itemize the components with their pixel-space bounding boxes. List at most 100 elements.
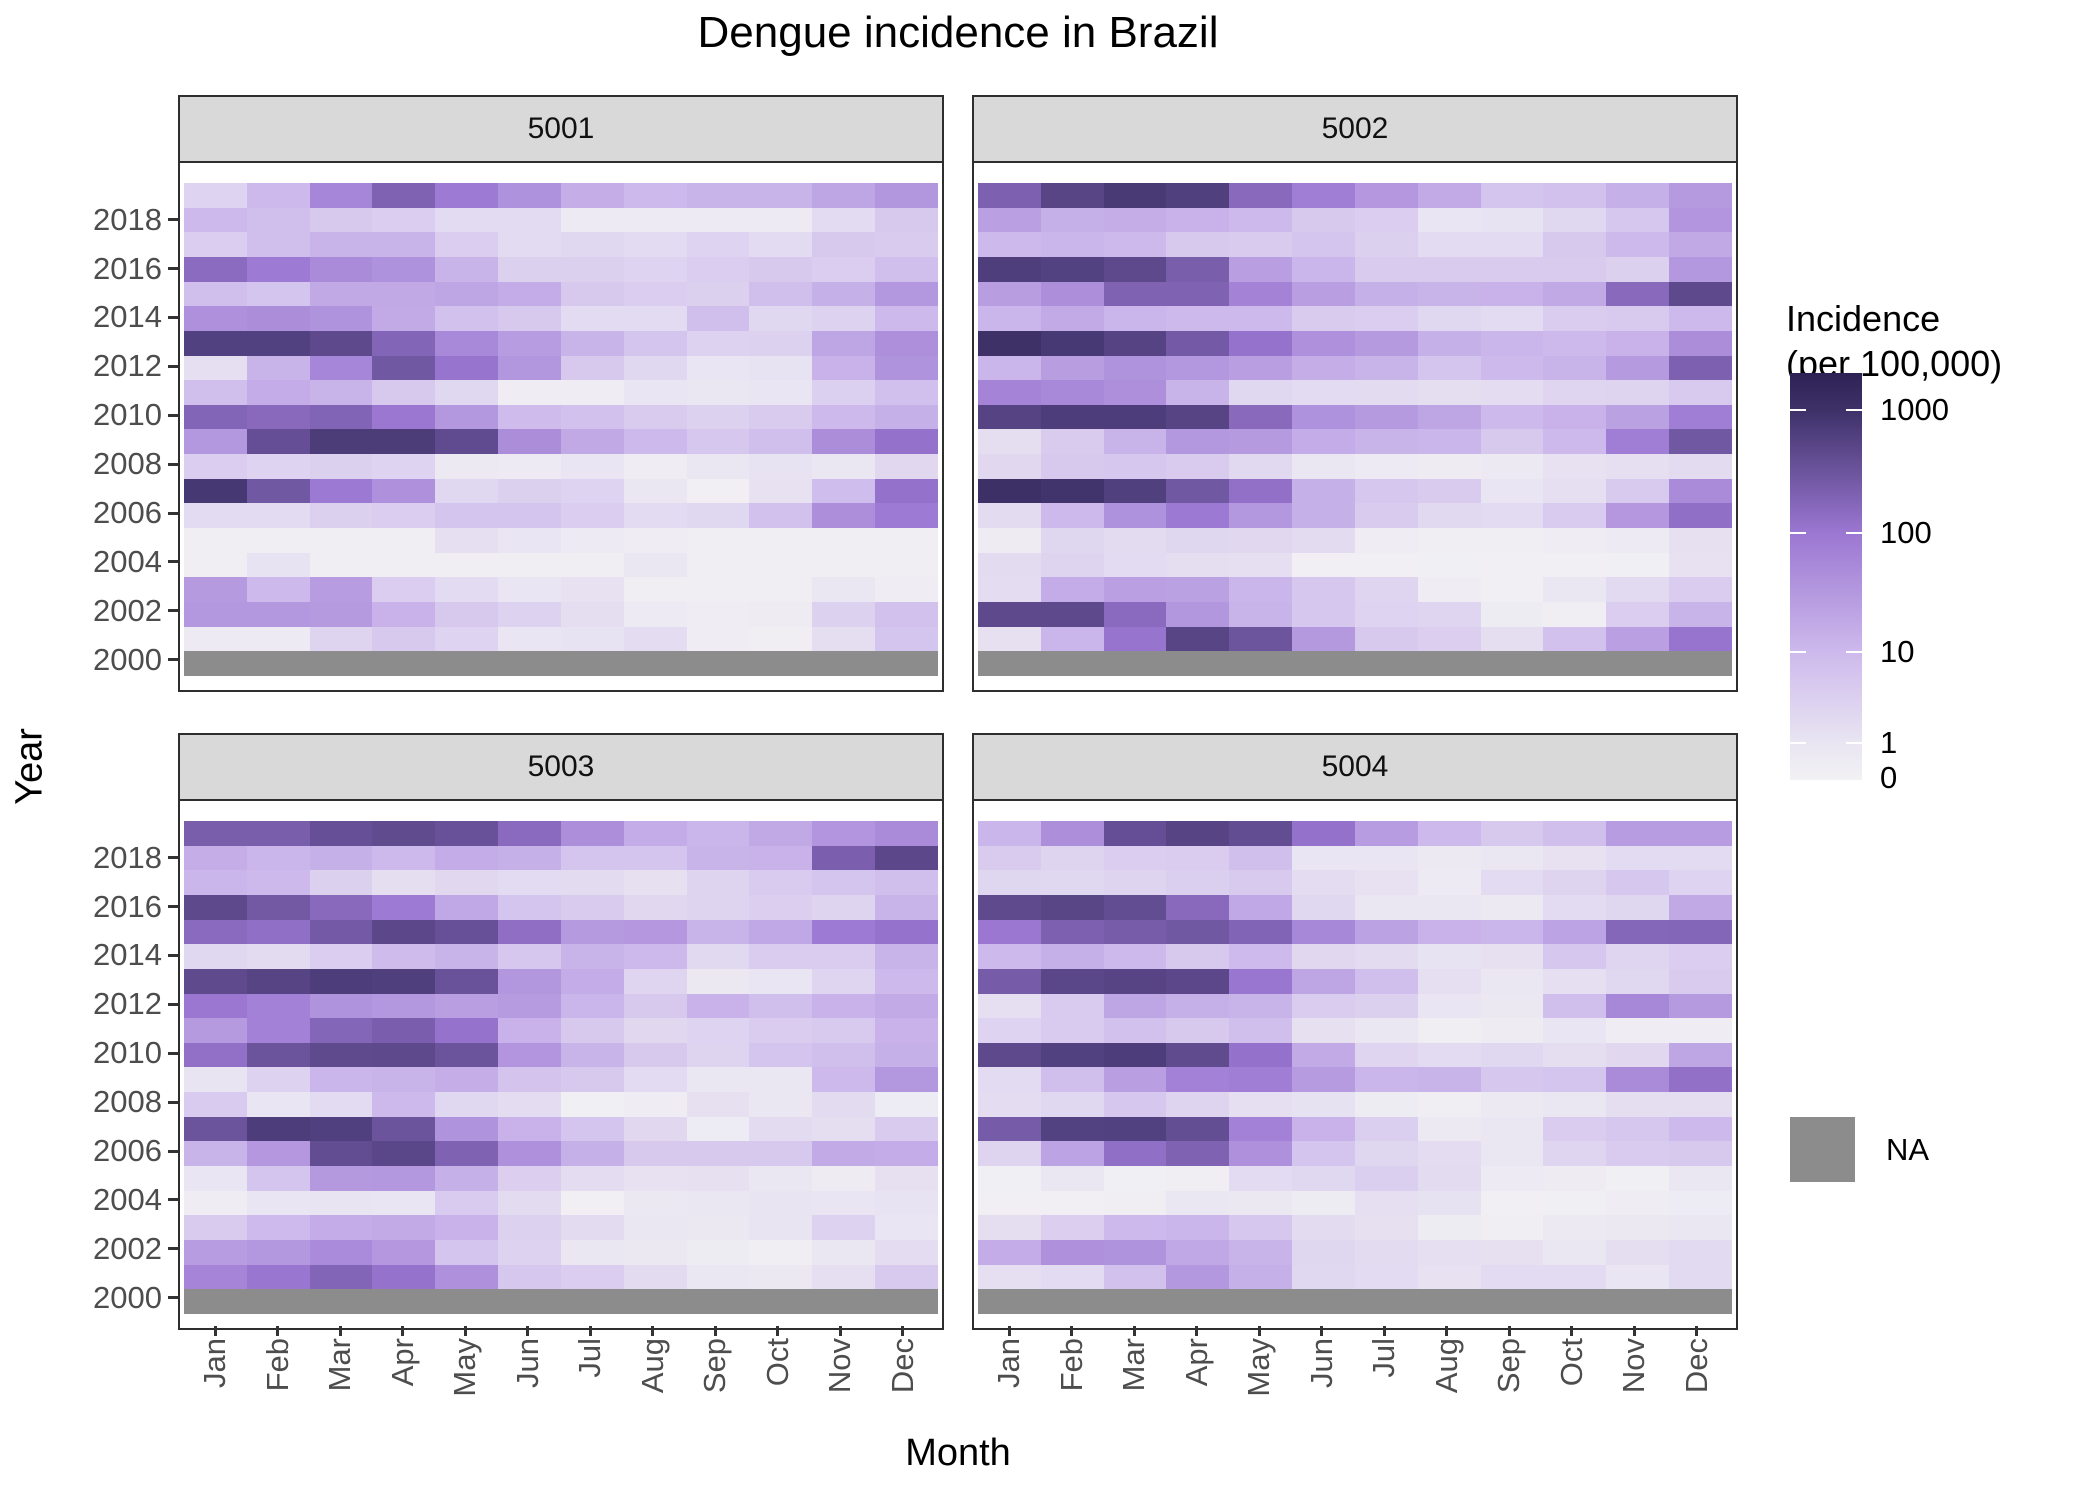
heatmap-cell bbox=[372, 1116, 436, 1142]
facet-strip-label: 5004 bbox=[1321, 750, 1389, 783]
heatmap-cell bbox=[246, 602, 310, 627]
y-axis-tick-label: 2010 bbox=[93, 1035, 162, 1071]
heatmap-cell bbox=[560, 404, 624, 430]
heatmap-cell bbox=[309, 577, 373, 603]
heatmap-cell bbox=[1543, 944, 1607, 969]
heatmap-cell bbox=[1606, 1141, 1670, 1167]
heatmap-cell bbox=[1040, 845, 1104, 871]
heatmap-cell bbox=[498, 183, 561, 208]
heatmap-cell bbox=[812, 380, 876, 405]
heatmap-cell bbox=[686, 1215, 750, 1241]
heatmap-cell bbox=[309, 256, 373, 282]
heatmap-cell bbox=[184, 306, 247, 331]
heatmap-cell bbox=[1669, 478, 1732, 504]
heatmap-cell bbox=[1292, 968, 1355, 994]
heatmap-cell bbox=[560, 355, 624, 381]
heatmap-cell bbox=[1103, 1092, 1167, 1117]
heatmap-cell bbox=[184, 870, 247, 895]
heatmap-cell bbox=[184, 1116, 247, 1142]
heatmap-cell-na bbox=[498, 651, 561, 676]
heatmap-cell bbox=[372, 870, 436, 895]
heatmap-cell bbox=[1480, 552, 1544, 578]
heatmap-cell bbox=[1543, 330, 1607, 356]
heatmap-cell bbox=[1480, 380, 1544, 405]
heatmap-cell bbox=[1480, 207, 1544, 233]
heatmap-cell bbox=[372, 232, 436, 257]
heatmap-cell bbox=[1040, 993, 1104, 1019]
heatmap-cell bbox=[372, 1190, 436, 1216]
heatmap-cell bbox=[498, 429, 561, 455]
heatmap-cell bbox=[372, 330, 436, 356]
heatmap-cell bbox=[184, 919, 247, 945]
heatmap-cell bbox=[623, 1092, 687, 1117]
heatmap-cell-na bbox=[749, 651, 813, 676]
heatmap-cell bbox=[875, 380, 938, 405]
heatmap-cell bbox=[812, 355, 876, 381]
y-axis-tick-label: 2000 bbox=[93, 1279, 162, 1315]
heatmap-cell bbox=[749, 306, 813, 331]
heatmap-cell bbox=[1229, 577, 1293, 603]
x-axis-tick bbox=[1382, 1326, 1386, 1336]
heatmap-cell bbox=[1166, 1240, 1230, 1265]
heatmap-cell bbox=[978, 380, 1041, 405]
heatmap-cell bbox=[1669, 1141, 1732, 1167]
heatmap-cell bbox=[1417, 1141, 1481, 1167]
heatmap-cell bbox=[1103, 1240, 1167, 1265]
heatmap-cell bbox=[435, 993, 499, 1019]
heatmap-cell bbox=[184, 503, 247, 529]
heatmap-cell bbox=[372, 626, 436, 652]
heatmap-cell bbox=[1292, 1018, 1355, 1043]
heatmap-cell bbox=[1166, 306, 1230, 331]
legend-tick-mark bbox=[1846, 531, 1862, 534]
legend-title-line1: Incidence bbox=[1786, 298, 1941, 339]
heatmap-cell bbox=[749, 1018, 813, 1043]
y-axis-tick-label: 2010 bbox=[93, 397, 162, 433]
heatmap-cell bbox=[560, 454, 624, 479]
heatmap-cell bbox=[1606, 1215, 1670, 1241]
heatmap-cell bbox=[1292, 207, 1355, 233]
facet-panel-5001 bbox=[178, 161, 944, 692]
heatmap-cell bbox=[1417, 528, 1481, 553]
heatmap-cell bbox=[1480, 355, 1544, 381]
heatmap-cell bbox=[309, 1092, 373, 1117]
heatmap-cell bbox=[1354, 552, 1418, 578]
heatmap-cell bbox=[623, 552, 687, 578]
heatmap-cell bbox=[560, 821, 624, 846]
heatmap-cell bbox=[978, 429, 1041, 455]
heatmap-cell bbox=[435, 256, 499, 282]
heatmap-cell bbox=[1292, 478, 1355, 504]
heatmap-cell bbox=[749, 968, 813, 994]
heatmap-cell bbox=[1166, 894, 1230, 920]
heatmap-cell bbox=[1103, 183, 1167, 208]
heatmap-cell bbox=[978, 821, 1041, 846]
heatmap-cell bbox=[1229, 845, 1293, 871]
heatmap-cell bbox=[309, 380, 373, 405]
x-axis-tick bbox=[1320, 1326, 1324, 1336]
heatmap-cell bbox=[1669, 1166, 1732, 1191]
x-axis-tick-label: Dec bbox=[884, 1338, 920, 1394]
heatmap-cell bbox=[1417, 306, 1481, 331]
heatmap-cell bbox=[1543, 1190, 1607, 1216]
heatmap-cell bbox=[1480, 183, 1544, 208]
heatmap-cell bbox=[686, 1190, 750, 1216]
heatmap-cell bbox=[246, 183, 310, 208]
y-axis-tick bbox=[168, 1296, 178, 1300]
heatmap-cell bbox=[498, 454, 561, 479]
y-axis-tick-label: 2016 bbox=[93, 250, 162, 286]
facet-panel-5003 bbox=[178, 799, 944, 1330]
heatmap-cell bbox=[498, 528, 561, 553]
heatmap-cell bbox=[978, 845, 1041, 871]
heatmap-cell bbox=[1354, 1067, 1418, 1093]
legend-tick-mark bbox=[1846, 650, 1862, 653]
heatmap-cell bbox=[1229, 1116, 1293, 1142]
heatmap-cell bbox=[498, 577, 561, 603]
heatmap-cell-na bbox=[686, 651, 750, 676]
heatmap-cell bbox=[1292, 355, 1355, 381]
heatmap-cell bbox=[1480, 454, 1544, 479]
heatmap-cell bbox=[686, 355, 750, 381]
heatmap-cell-na bbox=[1417, 1289, 1481, 1314]
heatmap-cell bbox=[1040, 552, 1104, 578]
heatmap-cell bbox=[1166, 1141, 1230, 1167]
heatmap-cell bbox=[1166, 281, 1230, 307]
heatmap-cell bbox=[309, 1141, 373, 1167]
